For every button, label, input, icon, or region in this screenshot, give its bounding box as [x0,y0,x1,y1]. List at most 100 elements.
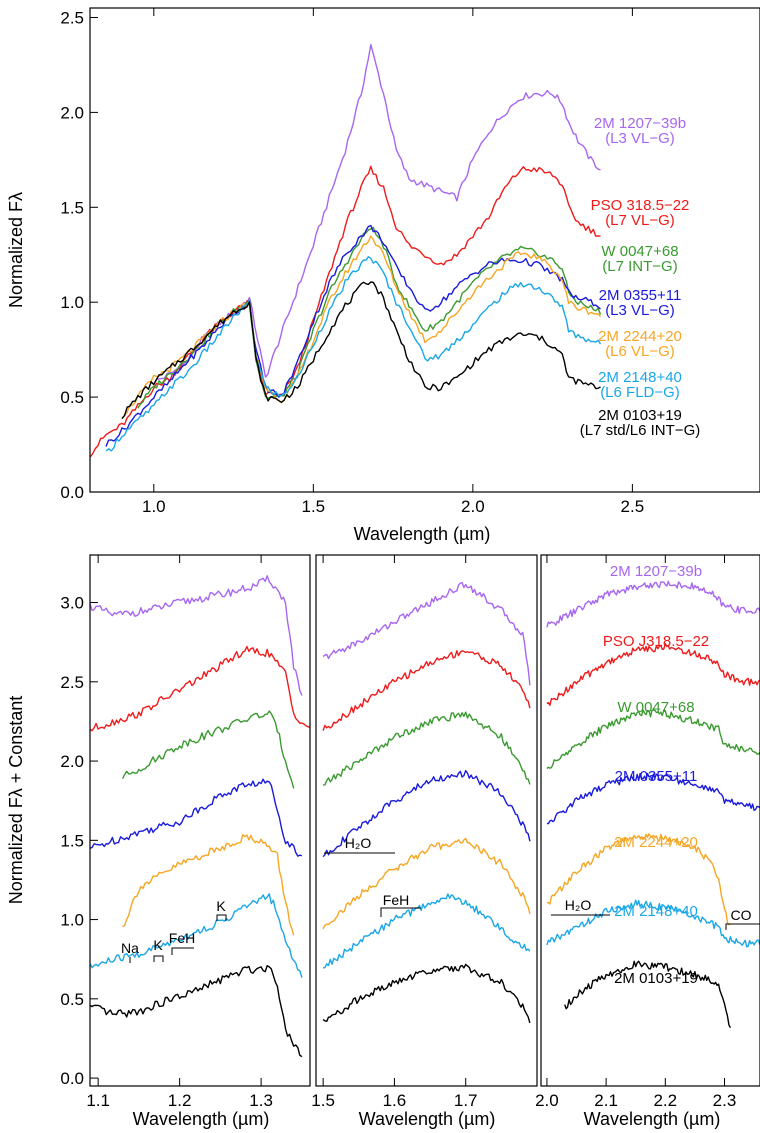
top-x-axis-title: Wavelength (µm) [354,524,491,544]
series-line [546,709,760,770]
series-line [322,711,531,786]
series-group [322,581,531,1024]
series-line [322,837,531,930]
x-tick-label: 2.3 [713,1091,737,1110]
series-label: 2M 0355+11 [599,287,682,304]
series-line [121,710,295,789]
bottom-y-axis-title: Normalized Fλ + Constant [6,696,26,905]
bottom-panel-j-band: 1.1 1.2 1.3 0.0 0.5 1.0 1.5 2.0 2.5 3.0 Na K FeH K [60,554,311,1110]
x-tick-label: 1.1 [86,1091,110,1110]
x-tick-label: 1.5 [302,497,326,516]
y-tick-label: 0.5 [60,388,84,407]
x-tick-label: 2.2 [653,1091,677,1110]
bottom-panel-h-band: 1.5 1.6 1.7 H₂O FeH [311,554,538,1110]
series-line [137,226,602,409]
series-line [564,960,732,1029]
series-label: 2M 1207−39b [594,115,686,132]
bottom-panel-k-band: 2.0 2.1 2.2 2.3 2M 1207−39b PSO J318.5−22 W 00… [535,554,760,1110]
series-label: 2M 0355+11 [615,768,698,785]
x-tick-label: 1.6 [383,1091,407,1110]
plot-frame [89,554,311,1087]
x-tick-label: 2.5 [621,497,645,516]
series-line [121,281,601,420]
y-tick-label: 1.0 [60,911,84,930]
series-label: 2M 1207−39b [610,563,702,580]
series-line [546,772,760,825]
series-label: (L7 INT−G) [602,258,677,275]
feh-label: FeH [169,930,195,946]
series-line [122,834,295,936]
y-tick-label: 3.0 [60,594,84,613]
series-group [90,44,602,458]
series-line [322,893,531,969]
x-tick-label: 2.0 [461,497,485,516]
k-label: K [216,898,226,914]
feh-marker [380,907,421,917]
top-panel: 1.0 1.5 2.0 2.5 0.0 0.5 1.0 1.5 2.0 2.5 2M 1207−39… [60,7,760,516]
k-label: K [153,937,163,953]
series-label: 2M 2148+40 [598,369,682,386]
series-line [322,650,531,731]
h2o-label: H₂O [565,897,592,913]
y-tick-label: 0.5 [60,990,84,1009]
k-marker [216,914,227,921]
y-tick-label: 2.5 [60,673,84,692]
series-line [105,256,602,452]
series-label: 2M 2148+40 [614,903,698,920]
series-label: (L6 FLD−G) [600,384,680,401]
series-label: 2M 0103+19 [598,407,682,424]
series-line [546,643,760,706]
series-line [546,899,760,948]
y-tick-label: 0.0 [60,1069,84,1088]
y-tick-label: 2.5 [60,8,84,27]
series-line [121,235,602,420]
series-line [322,581,531,686]
y-tick-label: 2.0 [60,103,84,122]
plot-frame [89,7,760,493]
series-line [90,165,601,458]
series-line [105,224,601,447]
series-label: PSO J318.5−22 [603,633,709,650]
na-label: Na [121,940,139,956]
x-tick-label: 2.0 [535,1091,559,1110]
x-tick-label: 1.5 [311,1091,335,1110]
series-label: W 0047+68 [601,243,678,260]
x-tick-label: 1.3 [249,1091,273,1110]
series-label: 2M 2244+20 [614,834,698,851]
x-tick-label: 1.7 [454,1091,478,1110]
series-line [90,893,303,978]
series-label: (L6 VL−G) [605,343,675,360]
series-line [90,965,303,1058]
feh-label: FeH [383,892,409,908]
series-label: 2M 0103+19 [614,970,698,987]
y-tick-label: 1.5 [60,831,84,850]
x-tick-label: 1.0 [142,497,166,516]
series-line [322,769,531,858]
y-tick-label: 1.5 [60,198,84,217]
bottom-h-x-axis-title: Wavelength (µm) [359,1109,496,1129]
bottom-j-x-axis-title: Wavelength (µm) [133,1109,270,1129]
series-label: (L7 std/L6 INT−G) [580,422,700,439]
series-group [90,575,310,1058]
series-label: W 0047+68 [617,699,694,716]
h2o-label: H₂O [345,835,372,851]
x-tick-label: 2.1 [594,1091,618,1110]
plot-frame [315,554,538,1087]
series-group [546,580,760,1029]
series-label: (L3 VL−G) [605,130,675,147]
y-tick-label: 0.0 [60,483,84,502]
bottom-k-x-axis-title: Wavelength (µm) [584,1109,721,1129]
series-line [546,833,731,926]
feh-marker [171,947,194,955]
k-marker [153,955,164,962]
series-label: 2M 2244+20 [598,328,682,345]
series-label: (L3 VL−G) [605,302,675,319]
x-tick-label: 1.2 [168,1091,192,1110]
series-line [90,645,310,732]
series-line [322,963,531,1024]
top-y-axis-title: Normalized Fλ [6,192,26,308]
series-label: PSO 318.5−22 [591,197,690,214]
plot-frame [540,554,760,1087]
series-line [90,778,303,857]
